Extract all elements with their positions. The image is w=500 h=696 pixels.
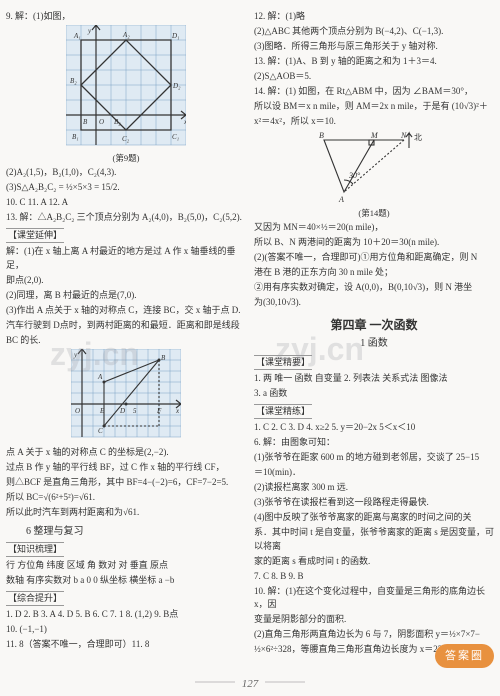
svg-text:O: O [99,118,104,126]
solution-line: 10. 解：(1)在这个变化过程中，自变量是三角形的底角边长 x，因 [254,585,494,612]
solution-line: 14. 解：(1) 如图，在 Rt△ABM 中，因为 ∠BAM＝30°， [254,85,494,99]
svg-text:A: A [338,195,344,204]
section-heading: 【综合提升】 [6,591,246,607]
solution-line: (2)△ABC 其他两个顶点分别为 B(−4,2)、C(−1,3). [254,25,494,39]
solution-line: 3. a 函数 [254,387,494,401]
svg-text:C₂: C₂ [122,135,130,143]
solution-line: (3)S△A₂B₂C₂ = ½×5×3 = 15/2. [6,181,246,195]
svg-text:D₂: D₂ [172,82,181,90]
svg-text:C: C [98,427,103,435]
svg-text:C₁: C₁ [172,133,179,141]
solution-line: 点 A 关于 x 轴的对称点 C 的坐标是(2,−2). [6,446,246,460]
section-heading: 【课堂延伸】 [6,228,246,244]
section-heading: 【课堂精练】 [254,404,494,420]
solution-line: 数轴 有序实数对 b a 0 0 纵坐标 横坐标 a −b [6,574,246,588]
section-title: 6 整理与复习 [26,524,246,539]
solution-line: 港在 B 港的正东方向 30 n mile 处； [254,266,494,280]
solution-line: 则△BCF 是直角三角形，其中 BF=4−(−2)=6，CF=7−2=5. [6,476,246,490]
solution-line: 11. 8（答案不唯一，合理即可）11. 8 [6,638,246,652]
solution-line: 解：(1)在 x 轴上离 A 村最近的地方是过 A 作 x 轴垂线的垂足， [6,245,246,272]
solution-line: (2)(答案不唯一，合理即可)①用方位角和距离确定，则 N [254,251,494,265]
triangle-figure: B M N A 30° 北 [309,130,439,205]
figure-caption: (第14题) [254,207,494,220]
svg-text:F: F [156,407,162,415]
page-number: 127 [242,676,259,693]
svg-text:A₁: A₁ [73,32,81,40]
solution-line: 10. (−1,−1) [6,623,246,637]
solution-line: 1. D 2. B 3. A 4. D 5. B 6. C 7. 1 8. (1… [6,608,246,622]
solution-line: 所以 BC=√(6²+5²)=√61. [6,491,246,505]
solution-line: (2)同理，离 B 村最近的点是(7,0). [6,289,246,303]
svg-text:A: A [97,373,103,381]
svg-text:B₁: B₁ [72,133,79,141]
solution-line: (4)图中反映了张爷爷离家的距离与离家的时间之间的关 [254,511,494,525]
left-column: 9. 解：(1)如图， [6,8,246,688]
solution-line: (1)张爷爷在距家 600 m 的地方碰到老邻居，交谈了 25−15 [254,451,494,465]
solution-line: (2)直角三角形两直角边长为 6 与 7，阴影面积 y＝½×7×7− [254,628,494,642]
svg-text:A₂: A₂ [122,31,130,39]
solution-line: 系．其中时间 t 是自变量，张爷爷离家的距离 s 是因变量，可以将离 [254,526,494,553]
solution-line: 7. C 8. B 9. B [254,570,494,584]
figure-caption: (第9题) [6,152,246,165]
svg-text:5: 5 [133,407,137,415]
svg-text:N: N [400,131,407,140]
solution-line: 1. C 2. C 3. D 4. x≥2 5. y＝20−2x 5＜x＜10 [254,421,494,435]
solution-line: BC 的长. [6,334,246,348]
svg-text:B₂: B₂ [114,118,121,126]
solution-line: 所以设 BM＝x n mile，则 AM＝2x n mile，于是有 (10√3… [254,100,494,114]
svg-text:B: B [83,118,88,126]
solution-line: 又因为 MN＝40×½＝20(n mile)， [254,221,494,235]
section-heading: 【知识梳理】 [6,542,246,558]
solution-line: 所以此时汽车到两村距离和为√61. [6,506,246,520]
solution-line: (2)S△AOB＝5. [254,70,494,84]
solution-line: 汽车行驶到 D点时，到两村距离的和最短．距离和即是线段 [6,319,246,333]
subchapter-title: 1 函数 [254,336,494,351]
svg-text:D: D [119,407,125,415]
solution-line: 12. 解：(1)略 [254,10,494,24]
solution-line: x²＝4x²，所以 x＝10. [254,115,494,129]
svg-text:北: 北 [414,133,422,142]
svg-text:B₂: B₂ [70,77,77,85]
chapter-title: 第四章 一次函数 [254,316,494,334]
solution-line: 行 方位角 纬度 区域 角 数对 对 垂直 原点 [6,559,246,573]
svg-text:E: E [99,407,105,415]
solution-line: 过点 B 作 y 轴的平行线 BF，过 C 作 x 轴的平行线 CF， [6,461,246,475]
solution-line: 变量是阴影部分的面积. [254,613,494,627]
svg-text:x: x [183,118,186,126]
solution-line: (2)A₂(1,5)，B₂(1,0)，C₂(4,3). [6,166,246,180]
svg-text:30°: 30° [348,171,361,180]
solution-line: (3)图略．所得三角形与原三角形关于 y 轴对称. [254,40,494,54]
solution-line: 9. 解：(1)如图， [6,10,246,24]
svg-text:B: B [161,354,166,362]
solution-line: (3)张爷爷在读报栏看到这一段路程走得最快. [254,496,494,510]
solution-line: (3)作出 A 点关于 x 轴的对称点 C，连接 BC，交 x 轴于点 D. [6,304,246,318]
solution-line: 为(30,10√3). [254,296,494,310]
solution-line: 13. 解：(1)A、B 到 y 轴的距离之和为 1＋3＝4. [254,55,494,69]
svg-text:D₁: D₁ [171,32,180,40]
svg-text:B: B [319,131,324,140]
solution-line: 1. 两 唯一 函数 自变量 2. 列表法 关系式法 图像法 [254,372,494,386]
solution-line: 10. C 11. A 12. A [6,196,246,210]
solution-line: (2)读报栏离家 300 m 远. [254,481,494,495]
source-badge: 答案圈 [435,644,494,669]
grid-figure-1: A₁D₁ B₁C₁ A₂D₂ C₂B₂ BO B₂ xy [66,25,186,150]
grid-figure-2: AB CD EF O5 xy [71,349,181,444]
solution-line: 6. 解：由图象可知： [254,436,494,450]
right-column: 12. 解：(1)略 (2)△ABC 其他两个顶点分别为 B(−4,2)、C(−… [254,8,494,688]
svg-text:M: M [370,131,379,140]
solution-line: 家的距离 s 看成时间 t 的函数. [254,555,494,569]
section-heading: 【课堂精要】 [254,355,494,371]
svg-text:O: O [75,407,80,415]
solution-line: ②用有序实数对确定，设 A(0,0)，B(0,10√3)，则 N 港坐 [254,281,494,295]
solution-line: 13. 解：△A₂B₂C₂ 三个顶点分别为 A₂(4,0)，B₂(5,0)，C₂… [6,211,246,225]
solution-line: 所以 B、N 两港间的距离为 10＋20＝30(n mile). [254,236,494,250]
solution-line: 即点(2,0). [6,274,246,288]
solution-line: ＝10(min)． [254,466,494,480]
